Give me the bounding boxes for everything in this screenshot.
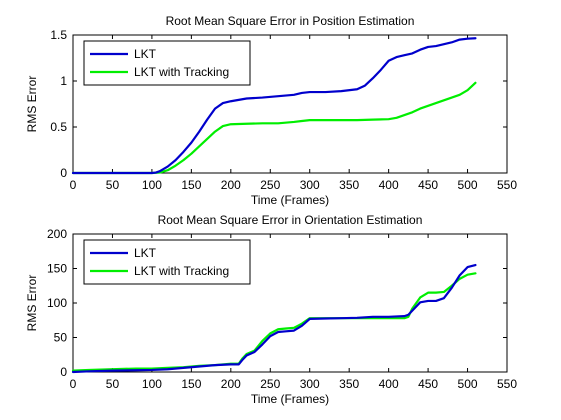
y-tick-label: 0 bbox=[60, 365, 67, 379]
x-tick-label: 50 bbox=[106, 178, 120, 192]
x-tick-label: 350 bbox=[339, 377, 359, 391]
y-tick-label: 150 bbox=[47, 262, 67, 276]
y-tick-label: 100 bbox=[47, 296, 67, 310]
chart-title: Root Mean Square Error in Orientation Es… bbox=[158, 213, 423, 227]
x-tick-label: 150 bbox=[181, 178, 201, 192]
x-tick-label: 450 bbox=[418, 377, 438, 391]
x-tick-label: 50 bbox=[106, 377, 120, 391]
x-tick-label: 200 bbox=[221, 178, 241, 192]
y-axis-label: RMS Error bbox=[25, 275, 39, 332]
x-tick-label: 0 bbox=[70, 377, 77, 391]
x-tick-label: 500 bbox=[458, 178, 478, 192]
x-tick-label: 550 bbox=[497, 377, 517, 391]
chart-2: Root Mean Square Error in Orientation Es… bbox=[25, 213, 517, 406]
series-line-2 bbox=[71, 81, 477, 175]
y-tick-label: 0 bbox=[60, 166, 67, 180]
x-tick-label: 0 bbox=[70, 178, 77, 192]
legend-label-2: LKT with Tracking bbox=[134, 65, 229, 79]
x-tick-label: 400 bbox=[379, 377, 399, 391]
x-tick-label: 450 bbox=[418, 178, 438, 192]
y-tick-label: 50 bbox=[54, 331, 68, 345]
x-axis-label: Time (Frames) bbox=[251, 392, 329, 406]
y-axis-label: RMS Error bbox=[25, 76, 39, 133]
legend bbox=[83, 40, 251, 86]
series-line-1 bbox=[71, 37, 477, 175]
y-tick-label: 1 bbox=[60, 74, 67, 88]
x-tick-label: 200 bbox=[221, 377, 241, 391]
x-tick-label: 550 bbox=[497, 178, 517, 192]
y-tick-label: 0.5 bbox=[50, 120, 67, 134]
x-tick-label: 500 bbox=[458, 377, 478, 391]
x-axis-label: Time (Frames) bbox=[251, 193, 329, 207]
x-tick-label: 250 bbox=[260, 178, 280, 192]
y-tick-label: 1.5 bbox=[50, 28, 67, 42]
x-tick-label: 100 bbox=[142, 377, 162, 391]
legend bbox=[83, 239, 251, 285]
chart-title: Root Mean Square Error in Position Estim… bbox=[166, 14, 415, 28]
x-tick-label: 250 bbox=[260, 377, 280, 391]
x-tick-label: 300 bbox=[300, 178, 320, 192]
legend-label-1: LKT bbox=[134, 246, 157, 260]
x-tick-label: 350 bbox=[339, 178, 359, 192]
x-tick-label: 400 bbox=[379, 178, 399, 192]
x-tick-label: 150 bbox=[181, 377, 201, 391]
legend-label-2: LKT with Tracking bbox=[134, 264, 229, 278]
y-tick-label: 200 bbox=[47, 227, 67, 241]
legend-label-1: LKT bbox=[134, 47, 157, 61]
x-tick-label: 100 bbox=[142, 178, 162, 192]
x-tick-label: 300 bbox=[300, 377, 320, 391]
series-line-1 bbox=[71, 263, 477, 374]
chart-1: Root Mean Square Error in Position Estim… bbox=[25, 14, 517, 207]
